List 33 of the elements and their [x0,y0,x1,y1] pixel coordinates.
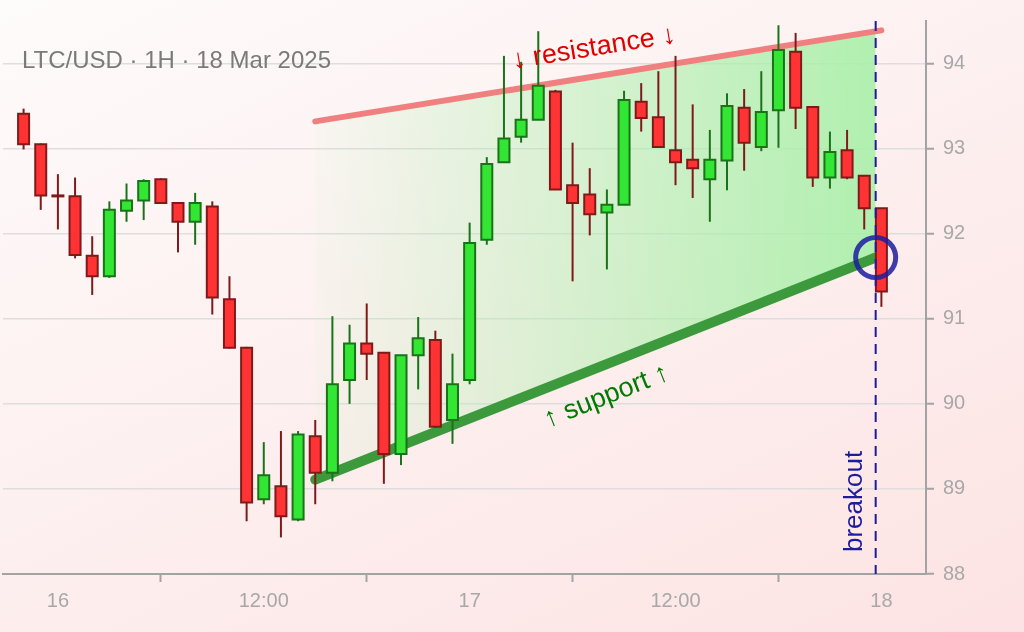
candlestick [51,173,65,231]
y-tick-label: 90 [943,391,966,414]
y-tick-label: 89 [943,476,966,499]
candlestick [703,128,717,223]
x-tick-label: 17 [458,588,481,611]
candlestick [583,167,597,237]
y-tick-label: 94 [943,51,966,74]
candlestick [137,178,151,222]
candlestick [120,182,134,223]
y-tick-label: 92 [943,221,966,244]
candlestick [171,202,185,254]
y-tick-label: 91 [943,306,966,329]
candlestick [360,302,374,382]
candlestick [669,54,683,187]
candlestick [497,54,511,164]
candlestick [154,177,168,205]
text: LTC/USD · 1H · 18 Mar 2025 [22,46,331,73]
x-tick-label: 16 [46,588,70,611]
candlestick [686,103,700,199]
y-tick-label: 93 [943,136,966,159]
x-tick-label: 12:00 [238,588,289,611]
candlestick [411,316,425,391]
x-tick-label: 12:00 [650,588,701,611]
candlestick [188,191,202,246]
candlestick [600,188,614,271]
candlestick [85,235,99,296]
ref-line-label: breakout [837,450,868,552]
y-tick-label: 88 [943,561,966,584]
candlestick [566,141,580,283]
candlestick [257,441,271,506]
text: ↓ resistance ↓ [509,18,678,75]
x-tick-label: 18 [870,588,893,611]
candlestick [634,82,648,133]
